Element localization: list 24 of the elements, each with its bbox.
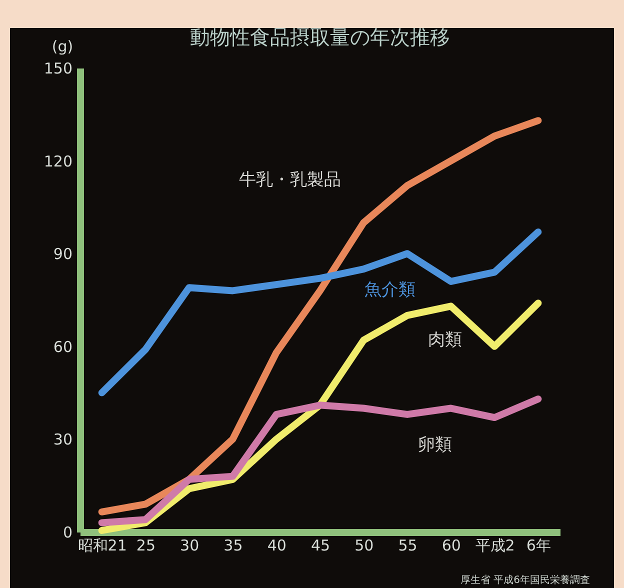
series-label: 卵類 [418,435,452,455]
x-tick-label: 昭和21 [78,536,127,554]
x-tick-label: 平成2 [475,536,515,554]
y-tick-label: 90 [53,245,72,264]
chart-title: 動物性食品摂取量の年次推移 [190,25,450,49]
series-label: 肉類 [428,330,462,350]
x-tick-label: 55 [398,536,418,554]
x-tick-label: 30 [180,536,200,554]
x-tick-label: 6年 [526,536,551,554]
y-tick-label: 60 [53,338,72,356]
y-tick-label: 30 [53,430,72,449]
y-tick-label: 0 [62,524,72,542]
y-axis-title: (g) [52,38,74,56]
x-tick-label: 60 [442,536,461,554]
y-tick-label: 150 [44,60,72,78]
text: 牛乳・乳製品 [239,170,341,190]
x-tick-label: 25 [136,536,156,554]
x-tick-label: 35 [224,536,243,554]
text: 厚生省 平成6年国民栄養調査 [460,574,590,587]
x-tick-label: 40 [267,536,286,554]
y-tick-label: 120 [44,152,72,170]
x-tick-label: 50 [354,536,374,554]
x-tick-label: 45 [310,536,330,554]
series-label: 魚介類 [364,280,416,300]
